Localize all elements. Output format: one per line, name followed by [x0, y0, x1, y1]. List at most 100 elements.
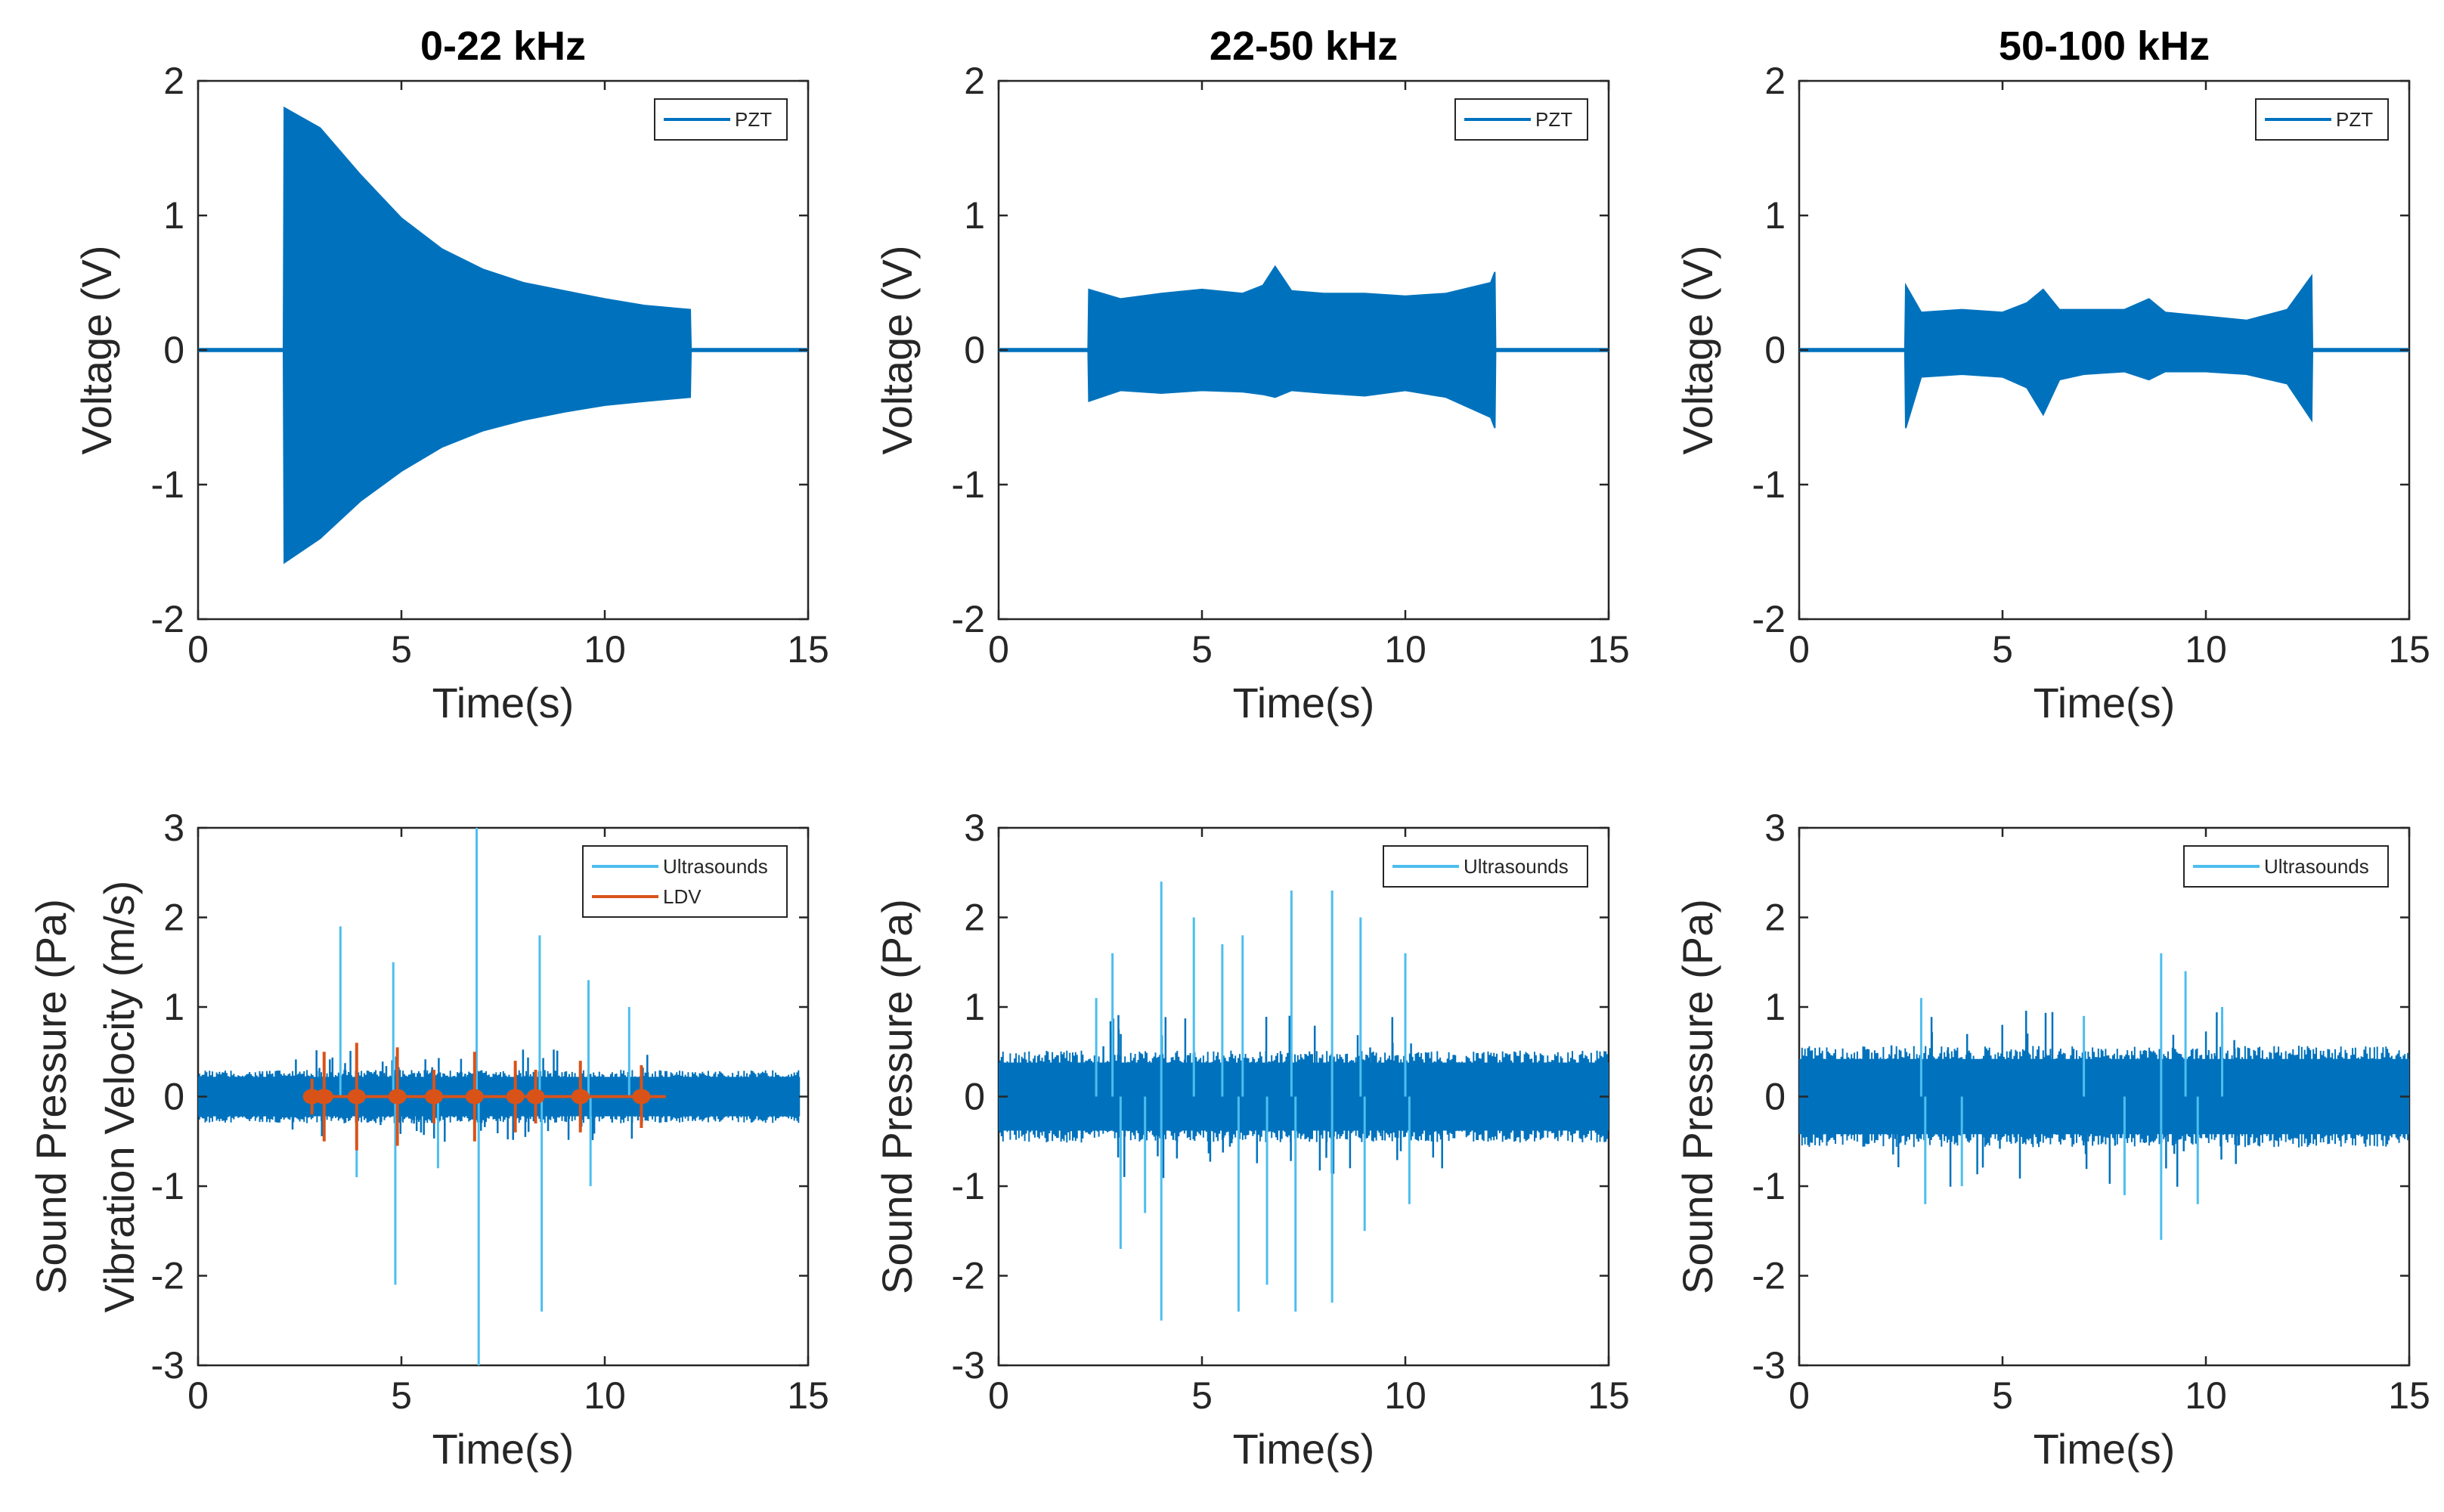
x-tick-label: 0 — [1789, 628, 1810, 671]
legend-label: PZT — [735, 108, 772, 131]
y-tick-label: 0 — [1764, 329, 1786, 371]
y-tick-label: 0 — [1764, 1076, 1786, 1118]
plot-area — [198, 106, 808, 565]
y-tick-label: -1 — [952, 463, 985, 506]
y-axis-label: Voltage (V) — [73, 245, 120, 454]
legend: PZT — [1454, 98, 1588, 141]
x-tick-label: 10 — [1384, 1374, 1426, 1417]
y-axis-label: Sound Pressure (Pa) — [27, 899, 75, 1294]
y-axis-label: Sound Pressure (Pa) — [873, 899, 921, 1294]
panel-title: 22-50 kHz — [1210, 23, 1398, 69]
y-tick-label: 1 — [1764, 986, 1786, 1028]
ultrasound-minor-spikes — [1890, 1011, 2253, 1187]
x-tick-label: 10 — [584, 1374, 626, 1417]
panel-title: 50-100 kHz — [1999, 23, 2210, 69]
y-tick-label: -1 — [151, 1165, 184, 1207]
y-tick-label: 0 — [163, 329, 184, 371]
y-tick-label: 3 — [1764, 807, 1786, 849]
y-tick-label: 2 — [964, 60, 985, 102]
chart-panel-5: 0 5 10 15 -3 -2 -1 0 1 2 3 Time(s) Sound Pressure (P… — [873, 807, 1630, 1473]
x-tick-label: 15 — [1588, 1374, 1630, 1417]
pzt-signal-envelope — [1799, 274, 2409, 429]
x-tick-label: 5 — [1992, 628, 2013, 671]
x-axis-label: Time(s) — [2034, 1425, 2176, 1473]
y-tick-label: -1 — [952, 1165, 985, 1207]
legend-label: Ultrasounds — [663, 855, 768, 878]
x-tick-label: 5 — [1191, 628, 1213, 671]
axis-ticks — [1798, 79, 2411, 621]
ldv-burst-core — [314, 1089, 333, 1105]
x-axis-label: Time(s) — [1233, 1425, 1375, 1473]
y-tick-label: 2 — [1764, 60, 1786, 102]
x-tick-label: 5 — [391, 628, 412, 671]
y-tick-label: -1 — [1752, 463, 1786, 506]
chart-panel-2: 0 5 10 15 -2 -1 0 1 2 22-50 kHz Time(s) Voltage (V)… — [873, 23, 1630, 727]
legend-label: PZT — [1535, 108, 1572, 131]
y-tick-label: 0 — [964, 1076, 985, 1118]
y-tick-label: -2 — [952, 1255, 985, 1297]
y-tick-label: -2 — [151, 598, 184, 640]
axis-ticks — [197, 826, 810, 1367]
ldv-burst-core — [632, 1089, 651, 1105]
ldv-burst-core — [571, 1089, 590, 1105]
ultrasound-noise-texture — [999, 1050, 1609, 1143]
y-tick-label: 2 — [1764, 897, 1786, 939]
x-tick-label: 0 — [988, 628, 1009, 671]
x-axis-label: Time(s) — [1233, 679, 1375, 727]
chart-panel-1: 0 5 10 15 -2 -1 0 1 2 0-22 kHz Time(s) Voltage (V) P… — [73, 23, 829, 727]
x-tick-label: 15 — [1588, 628, 1630, 671]
x-tick-label: 0 — [187, 1374, 209, 1417]
x-tick-label: 10 — [2185, 628, 2227, 671]
axis-ticks — [997, 79, 1610, 621]
x-axis-label: Time(s) — [2034, 679, 2176, 727]
y-tick-label: -2 — [1752, 1255, 1786, 1297]
x-tick-label: 15 — [2388, 628, 2430, 671]
x-tick-label: 0 — [187, 628, 209, 671]
legend-label: PZT — [2336, 108, 2373, 131]
x-tick-label: 5 — [391, 1374, 412, 1417]
legend: Ultrasounds — [2183, 845, 2389, 888]
legend: Ultrasounds — [1383, 845, 1588, 888]
plot-area — [198, 828, 801, 1365]
ldv-burst-core — [347, 1089, 366, 1105]
ldv-burst-core — [526, 1089, 545, 1105]
axis-ticks — [997, 826, 1610, 1367]
x-tick-label: 15 — [787, 628, 829, 671]
legend-label: Ultrasounds — [2264, 855, 2369, 878]
ldv-burst-core — [425, 1089, 444, 1105]
legend-box — [582, 845, 788, 918]
pzt-signal-envelope — [999, 265, 1609, 429]
x-axis-label: Time(s) — [432, 679, 575, 727]
y-tick-label: -2 — [952, 598, 985, 640]
legend: PZT — [2255, 98, 2389, 141]
ldv-burst-core — [506, 1089, 525, 1105]
y-tick-label: 1 — [964, 194, 985, 237]
y-tick-label: -1 — [151, 463, 184, 506]
y-tick-label: 1 — [163, 986, 184, 1028]
x-tick-label: 5 — [1992, 1374, 2013, 1417]
pzt-signal-envelope — [198, 106, 808, 565]
y-tick-label: -3 — [151, 1344, 184, 1387]
chart-panel-3: 0 5 10 15 -2 -1 0 1 2 50-100 kHz Time(s) Voltage (V… — [1674, 23, 2430, 727]
y-tick-label: 2 — [163, 60, 184, 102]
y-axis-label: Sound Pressure (Pa) — [1674, 899, 1721, 1294]
chart-panel-6: 0 5 10 15 -3 -2 -1 0 1 2 3 Time(s) Sound Pressure (P… — [1674, 807, 2430, 1473]
x-tick-label: 10 — [2185, 1374, 2227, 1417]
legend: PZT — [654, 98, 788, 141]
y-tick-label: 2 — [163, 897, 184, 939]
chart-panel-4: 0 5 10 15 -3 -2 -1 0 1 2 3 Time(s) Sound Pressure (P… — [27, 807, 829, 1473]
y-axis-label: Voltage (V) — [1674, 245, 1721, 454]
plot-area — [999, 881, 1609, 1321]
y-tick-label: 0 — [964, 329, 985, 371]
y-tick-label: -2 — [151, 1255, 184, 1297]
y-tick-label: -3 — [1752, 1344, 1786, 1387]
x-tick-label: 10 — [1384, 628, 1426, 671]
y-tick-label: 1 — [964, 986, 985, 1028]
ldv-burst-core — [388, 1089, 407, 1105]
ldv-burst-core — [465, 1089, 484, 1105]
x-axis-label: Time(s) — [432, 1425, 575, 1473]
y-tick-label: -1 — [1752, 1165, 1786, 1207]
y-tick-label: 0 — [163, 1076, 184, 1118]
y-tick-label: -3 — [952, 1344, 985, 1387]
